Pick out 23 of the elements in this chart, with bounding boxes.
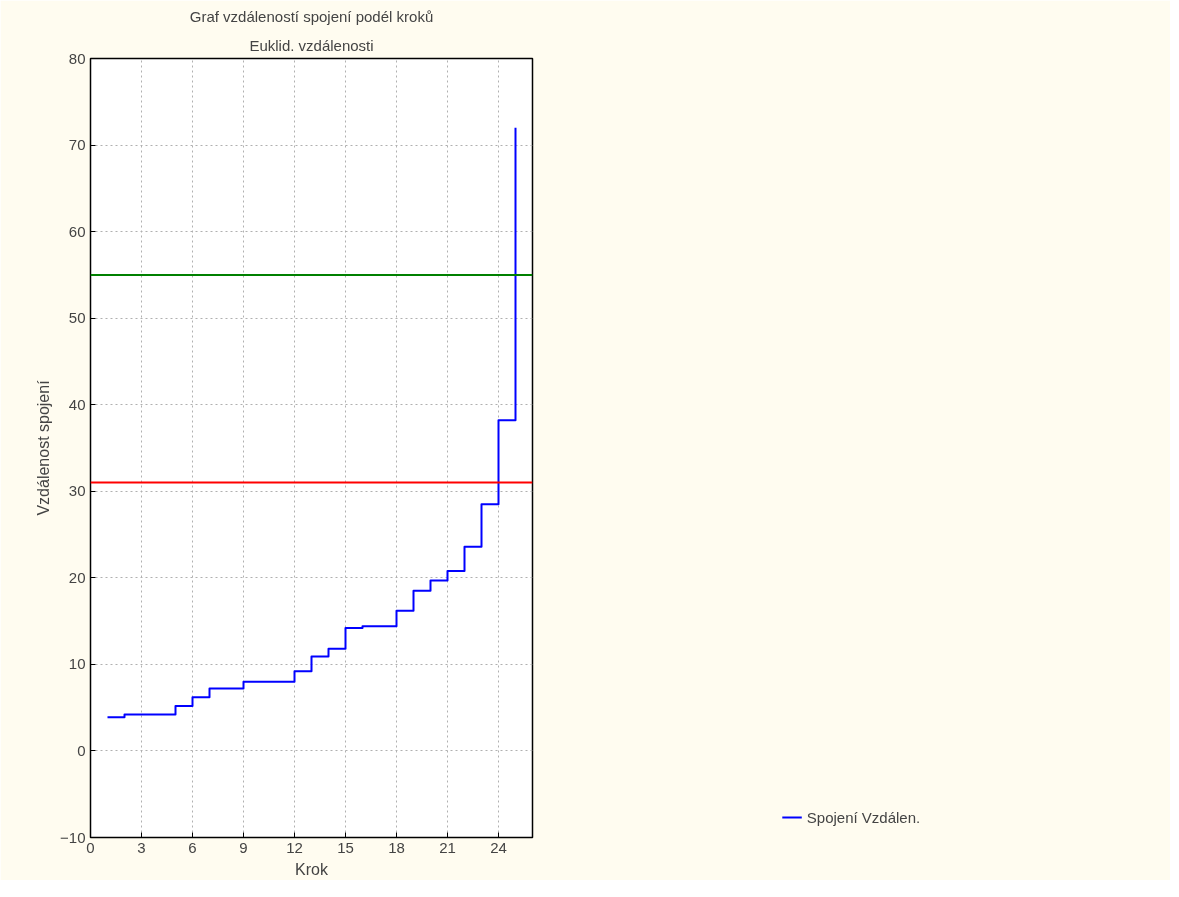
- y-tick-label: 20: [68, 568, 86, 586]
- x-tick-label: 21: [439, 838, 456, 856]
- x-axis-title: Krok: [295, 860, 329, 878]
- chart-title: Graf vzdáleností spojení podél kroků: [189, 7, 434, 25]
- y-tick-label: 60: [68, 222, 86, 240]
- y-tick-label: 70: [68, 136, 86, 154]
- x-tick-label: 18: [388, 838, 405, 856]
- x-tick-label: 24: [490, 838, 507, 856]
- x-tick-label: 3: [137, 838, 146, 856]
- chart-subtitle: Euklid. vzdálenosti: [249, 36, 374, 54]
- y-tick-label: 40: [68, 395, 86, 413]
- y-tick-label: −10: [60, 828, 86, 846]
- x-tick-label: 9: [239, 838, 248, 856]
- y-tick-label: 10: [68, 655, 86, 673]
- y-tick-label: 50: [68, 309, 86, 327]
- y-tick-label: 30: [68, 482, 86, 500]
- x-tick-label: 6: [188, 838, 197, 856]
- x-tick-label: 12: [286, 838, 303, 856]
- x-tick-label: 15: [337, 838, 354, 856]
- y-axis-title: Vzdálenost spojení: [35, 379, 53, 516]
- y-tick-label: 80: [68, 49, 86, 67]
- legend-label: Spojení Vzdálen.: [806, 808, 921, 826]
- y-tick-label: 0: [77, 741, 86, 759]
